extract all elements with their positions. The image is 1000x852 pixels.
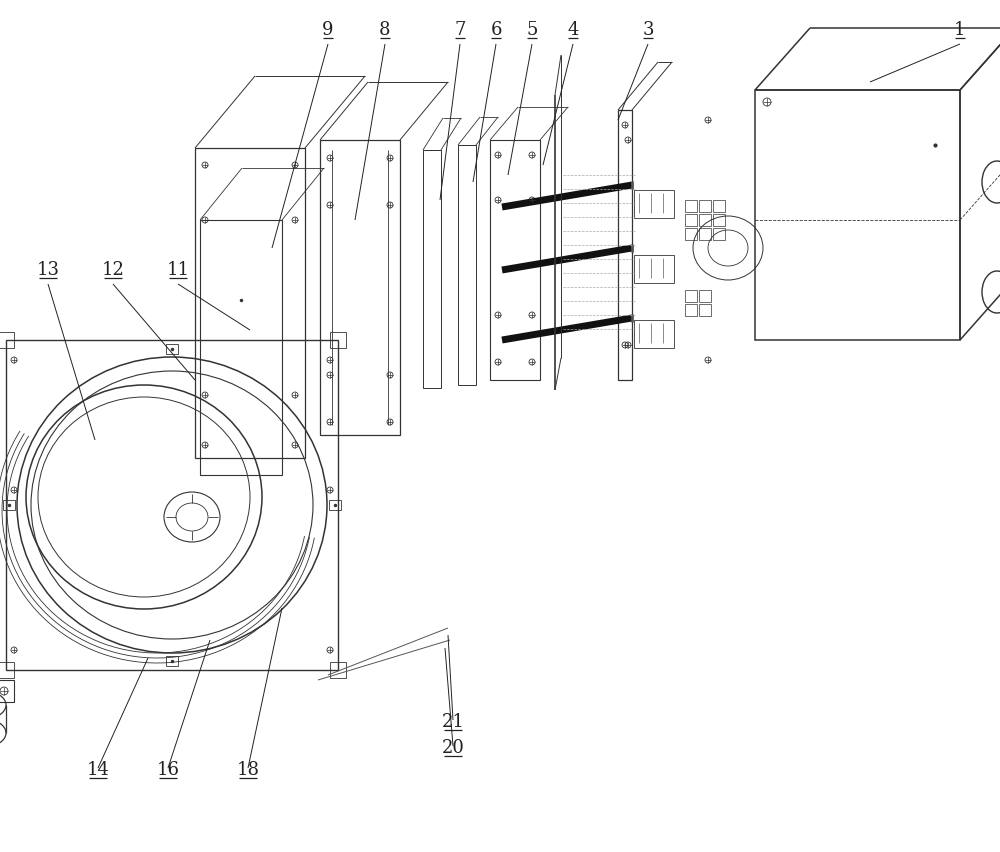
Bar xyxy=(699,304,711,316)
Text: 21: 21 xyxy=(442,713,464,731)
Bar xyxy=(685,228,697,240)
Bar xyxy=(166,656,178,666)
Text: 4: 4 xyxy=(567,21,579,39)
Bar xyxy=(423,150,441,388)
Text: 9: 9 xyxy=(322,21,334,39)
Bar xyxy=(329,500,341,510)
Bar xyxy=(634,320,674,348)
Bar xyxy=(195,148,305,458)
Text: 11: 11 xyxy=(166,261,190,279)
Bar xyxy=(330,662,346,678)
Text: 3: 3 xyxy=(642,21,654,39)
Bar xyxy=(713,214,725,226)
Bar xyxy=(699,290,711,302)
Bar xyxy=(685,290,697,302)
Text: 13: 13 xyxy=(36,261,60,279)
Bar xyxy=(685,214,697,226)
Bar xyxy=(634,255,674,283)
Bar xyxy=(166,344,178,354)
Text: 6: 6 xyxy=(490,21,502,39)
Text: 12: 12 xyxy=(102,261,124,279)
Bar xyxy=(6,340,338,670)
Bar xyxy=(699,200,711,212)
Bar xyxy=(713,228,725,240)
Bar xyxy=(200,220,282,475)
Bar xyxy=(618,110,632,380)
Bar xyxy=(330,332,346,348)
Bar xyxy=(713,200,725,212)
Bar xyxy=(634,190,674,218)
Text: 18: 18 xyxy=(237,761,260,779)
Text: 16: 16 xyxy=(156,761,180,779)
Bar xyxy=(685,200,697,212)
Bar xyxy=(320,140,400,435)
Bar xyxy=(458,145,476,385)
Bar xyxy=(0,332,14,348)
Bar xyxy=(0,680,14,702)
Text: 7: 7 xyxy=(454,21,466,39)
Text: 5: 5 xyxy=(526,21,538,39)
Bar xyxy=(755,90,960,340)
Text: 8: 8 xyxy=(379,21,391,39)
Bar xyxy=(0,662,14,678)
Bar xyxy=(3,500,15,510)
Bar xyxy=(699,214,711,226)
Bar xyxy=(685,304,697,316)
Text: 14: 14 xyxy=(87,761,109,779)
Text: 20: 20 xyxy=(442,739,464,757)
Bar xyxy=(490,140,540,380)
Bar xyxy=(699,228,711,240)
Text: 1: 1 xyxy=(954,21,966,39)
